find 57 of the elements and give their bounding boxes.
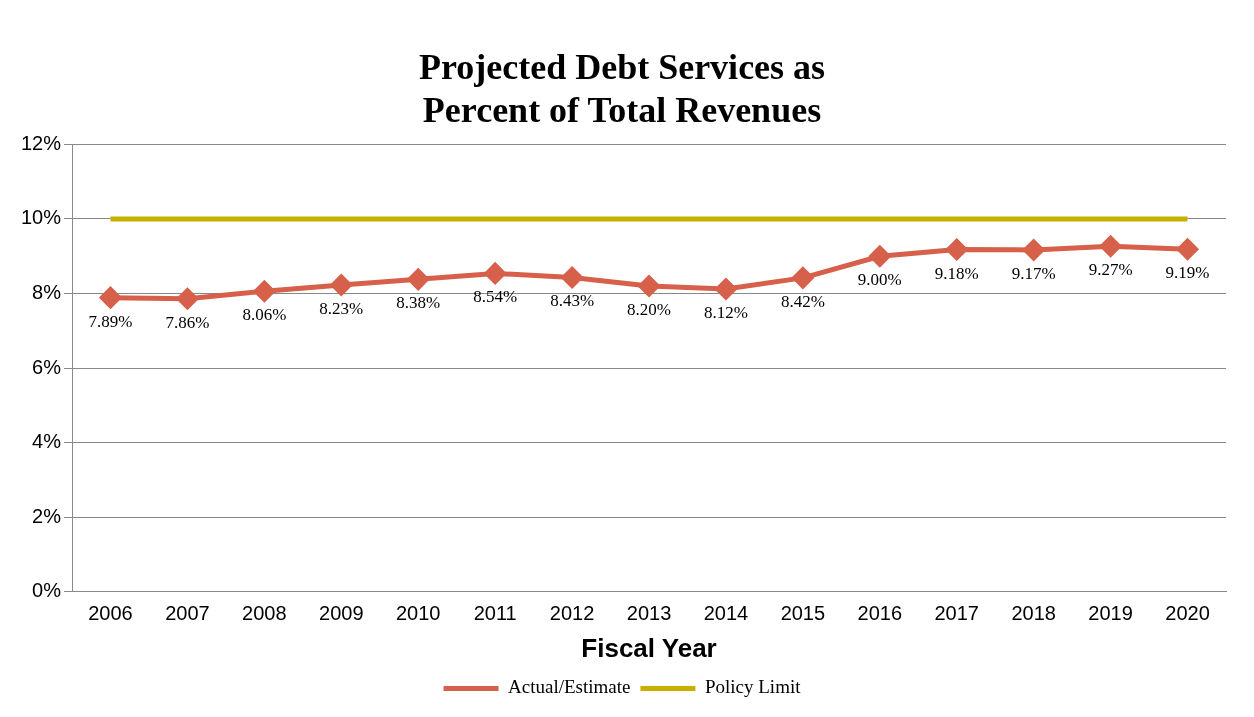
x-tick-label: 2015 bbox=[780, 602, 826, 625]
point bbox=[946, 239, 968, 261]
data-label: 8.06% bbox=[242, 305, 287, 325]
data-label: 8.20% bbox=[627, 300, 671, 320]
y-tick-label: 8% bbox=[32, 281, 62, 304]
x-tick-label: 2019 bbox=[1088, 602, 1133, 625]
data-label: 8.54% bbox=[473, 287, 518, 307]
x-tick-label: 2014 bbox=[703, 602, 749, 625]
point bbox=[792, 267, 814, 289]
data-label: 8.42% bbox=[780, 291, 825, 311]
y-tick-label: 4% bbox=[32, 430, 62, 453]
x-tick-label: 2018 bbox=[1011, 602, 1056, 625]
data-label: 9.17% bbox=[1011, 263, 1056, 283]
data-label: 8.38% bbox=[396, 293, 441, 313]
data-label: 8.12% bbox=[703, 303, 748, 323]
x-tick-label: 2013 bbox=[626, 602, 672, 625]
x-axis-title: Fiscal Year bbox=[581, 632, 717, 663]
point bbox=[253, 280, 275, 302]
point bbox=[561, 267, 583, 288]
y-tick-label: 6% bbox=[32, 355, 62, 378]
x-tick-label: 2007 bbox=[165, 602, 210, 625]
text: Percent of Total Revenues bbox=[422, 90, 822, 131]
x-tick-label: 2011 bbox=[473, 602, 517, 625]
point bbox=[1100, 235, 1122, 257]
x-tick-label: 2010 bbox=[395, 602, 441, 625]
y-tick-label: 10% bbox=[21, 206, 62, 229]
point bbox=[330, 274, 352, 296]
point bbox=[638, 275, 660, 297]
x-tick-label: 2012 bbox=[549, 602, 595, 625]
point bbox=[100, 287, 121, 309]
x-tick-label: 2008 bbox=[242, 602, 287, 625]
legend-label: Policy Limit bbox=[704, 676, 802, 698]
data-label: 9.00% bbox=[857, 270, 902, 290]
x-tick-label: 2009 bbox=[319, 602, 364, 625]
point bbox=[176, 288, 198, 310]
data-label: 9.18% bbox=[934, 263, 979, 283]
y-tick-label: 0% bbox=[32, 579, 62, 602]
point bbox=[1177, 238, 1199, 260]
data-label: 7.86% bbox=[165, 312, 210, 332]
data-label: 9.27% bbox=[1088, 260, 1133, 280]
legend-label: Actual/Estimate bbox=[508, 676, 631, 698]
data-label: 8.43% bbox=[550, 291, 595, 311]
point bbox=[869, 245, 891, 267]
data-label: 8.23% bbox=[319, 298, 364, 318]
data-label: 7.89% bbox=[88, 311, 133, 331]
x-tick-label: 2020 bbox=[1165, 602, 1210, 625]
y-tick-label: 2% bbox=[32, 504, 62, 527]
x-tick-label: 2006 bbox=[88, 602, 133, 625]
x-tick-label: 2017 bbox=[934, 602, 979, 625]
point bbox=[407, 268, 429, 290]
x-tick-label: 2016 bbox=[857, 602, 903, 625]
point bbox=[484, 262, 506, 284]
y-tick-label: 12% bbox=[21, 131, 62, 154]
point bbox=[1023, 239, 1045, 261]
data-label: 9.19% bbox=[1165, 263, 1210, 283]
point bbox=[715, 278, 737, 300]
text: Projected Debt Services as bbox=[418, 46, 826, 87]
